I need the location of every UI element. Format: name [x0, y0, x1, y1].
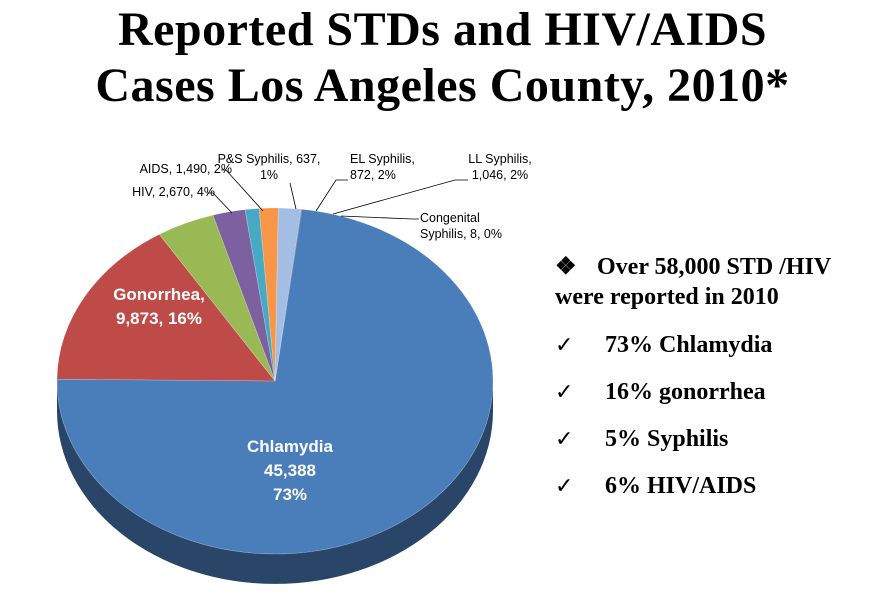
slice-label: HIV, 2,670, 4%	[132, 185, 215, 199]
slice-label-line: 45,388	[264, 461, 316, 480]
slice-label-line: AIDS, 1,490, 2%	[140, 162, 232, 176]
slice-label: Chlamydia 45,388 73%	[247, 437, 334, 504]
headline-text-2: were reported in 2010	[555, 284, 779, 310]
bullet-item-text: 16% gonorrhea	[605, 379, 766, 405]
pie-top	[56, 207, 494, 555]
slice-label: AIDS, 1,490, 2%	[140, 162, 232, 176]
slice-label: Gonorrhea, 9,873, 16%	[113, 285, 205, 328]
slice-label-line: 1%	[260, 168, 278, 182]
slice-label-line: Gonorrhea,	[113, 285, 205, 304]
pie-slice-2	[158, 214, 276, 382]
headline-text-1: Over 58,000 STD /HIV	[597, 254, 832, 280]
bullet-item: ✓ 73% Chlamydia	[555, 330, 831, 377]
pie-slice-4	[244, 208, 276, 382]
slice-label-line: 73%	[273, 485, 307, 504]
pie-slice-side	[57, 381, 493, 584]
slice-label-line: 872, 2%	[350, 168, 396, 182]
slice-label: P&S Syphilis, 637, 1%	[218, 152, 321, 182]
checkmark-icon: ✓	[555, 474, 574, 499]
bullet-item: ✓ 5% Syphilis	[555, 424, 831, 471]
pie-slice-3	[212, 209, 276, 382]
bullet-item-text: 73% Chlamydia	[605, 332, 773, 358]
slice-label-line: 1,046, 2%	[472, 168, 528, 182]
checkmark-icon: ✓	[555, 333, 574, 358]
bullet-item-text: 6% HIV/AIDS	[605, 473, 757, 499]
slice-label-line: HIV, 2,670, 4%	[132, 185, 215, 199]
checkmark-icon: ✓	[555, 427, 574, 452]
callout-leader-line	[315, 179, 348, 212]
slice-label: EL Syphilis, 872, 2%	[350, 152, 415, 182]
checkmark-icon: ✓	[555, 380, 574, 405]
pie-slice-1	[56, 233, 276, 382]
slice-label-line: EL Syphilis,	[350, 152, 415, 166]
bullet-item-text: 5% Syphilis	[605, 426, 729, 452]
callout-leader-line	[289, 182, 297, 210]
chart-title: Reported STDs and HIV/AIDS Cases Los Ang…	[0, 2, 885, 114]
pie-slice-0	[56, 208, 494, 555]
callout-leader-line	[221, 169, 264, 212]
pie-depth	[57, 381, 493, 584]
slice-label-line: 9,873, 16%	[116, 309, 202, 328]
summary-bullets: ❖ Over 58,000 STD /HIV were reported in 2…	[555, 252, 831, 518]
bullet-item: ✓ 16% gonorrhea	[555, 377, 831, 424]
callout-leader-line	[207, 192, 233, 214]
slice-label-line: LL Syphilis,	[468, 152, 531, 166]
slice-label-line: Congenital	[420, 211, 480, 225]
bullet-headline: ❖ Over 58,000 STD /HIV	[555, 252, 831, 282]
slice-label-line: Chlamydia	[247, 437, 334, 456]
bullet-item: ✓ 6% HIV/AIDS	[555, 471, 831, 518]
callout-leader-line	[340, 215, 419, 220]
title-line-1: Reported STDs and HIV/AIDS	[117, 3, 768, 56]
callout-leader-line	[332, 179, 468, 215]
pie-slice-5	[258, 207, 279, 382]
pie-slice-6	[274, 207, 302, 382]
slice-label-line: Syphilis, 8, 0%	[420, 227, 502, 241]
title-line-2: Cases Los Angeles County, 2010*	[95, 59, 790, 112]
diamond-bullet-icon: ❖	[555, 254, 577, 280]
slice-labels: Chlamydia 45,388 73% Gonorrhea, 9,873, 16% HI…	[113, 152, 532, 504]
callout-leaders	[207, 169, 468, 220]
slice-label: Congenital Syphilis, 8, 0%	[420, 211, 502, 241]
slice-label-line: P&S Syphilis, 637,	[218, 152, 321, 166]
pie-slice-7	[274, 208, 303, 382]
slice-label: LL Syphilis, 1,046, 2%	[468, 152, 531, 182]
